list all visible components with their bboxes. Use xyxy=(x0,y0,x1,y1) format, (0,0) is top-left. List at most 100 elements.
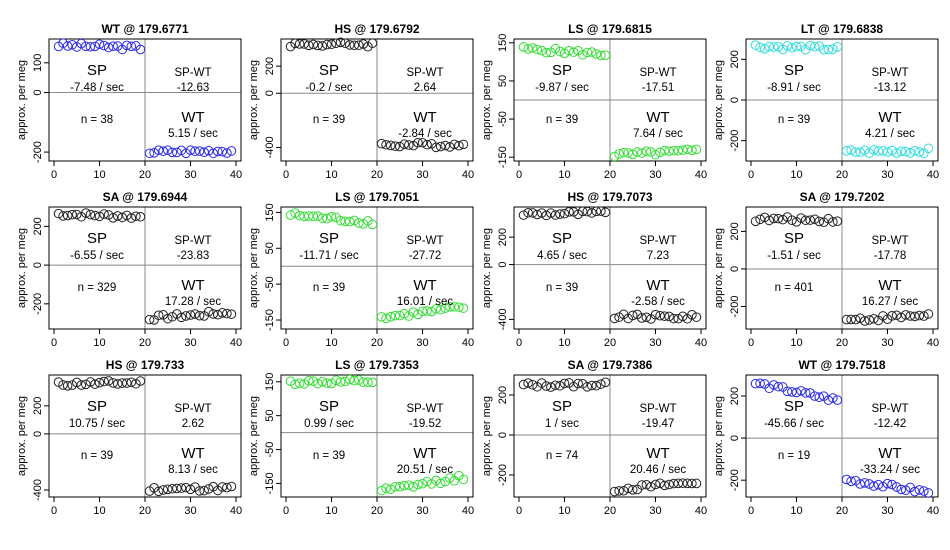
panel-title: SA @ 179.6944 xyxy=(103,190,188,204)
wt-point xyxy=(919,311,929,321)
x-tick-label: 30 xyxy=(881,505,893,517)
sp-point xyxy=(131,211,141,222)
sp-point xyxy=(550,380,561,391)
sp-point xyxy=(600,377,611,388)
wt-point xyxy=(203,306,214,317)
wt-point xyxy=(664,146,674,157)
y-axis-label: approx. per meg xyxy=(248,60,260,140)
sp-point xyxy=(340,376,350,387)
wt-point xyxy=(413,479,423,490)
sp-point xyxy=(308,39,319,50)
y-tick-label: 200 xyxy=(264,57,276,75)
n-count: n = 39 xyxy=(778,114,810,126)
wt-point xyxy=(162,313,173,324)
sp-point xyxy=(546,382,556,392)
wt-point xyxy=(882,147,893,157)
panel-title: LS @ 179.7353 xyxy=(335,358,419,372)
wt-point xyxy=(623,148,634,158)
sp-point xyxy=(135,376,146,386)
sp-point xyxy=(823,395,834,405)
sp-point xyxy=(832,42,843,52)
sp-point xyxy=(787,215,797,226)
sp-point xyxy=(541,210,552,221)
sp-point xyxy=(555,46,565,57)
sp-point xyxy=(90,379,100,389)
wt-point xyxy=(454,302,464,312)
wt-point xyxy=(162,484,173,495)
wt-point xyxy=(185,310,196,320)
x-tick-label: 0 xyxy=(516,337,522,349)
wt-label: WT xyxy=(413,277,436,294)
x-tick-label: 10 xyxy=(93,337,105,349)
wt-point xyxy=(869,481,879,491)
x-tick-label: 0 xyxy=(748,169,754,181)
y-tick-label: -50 xyxy=(497,111,509,127)
sp-point xyxy=(122,210,132,221)
diff-value: -12.42 xyxy=(874,418,907,430)
sp-point xyxy=(112,379,123,389)
wt-point xyxy=(896,146,906,157)
sp-point xyxy=(58,380,68,390)
y-axis-label: approx. per meg xyxy=(713,396,725,476)
x-tick-label: 30 xyxy=(649,337,661,349)
n-count: n = 39 xyxy=(81,450,113,462)
wt-point xyxy=(923,143,934,154)
wt-point xyxy=(426,306,437,317)
sp-point xyxy=(344,40,355,50)
wt-point xyxy=(376,485,387,496)
x-tick-label: 40 xyxy=(462,337,474,349)
wt-point xyxy=(385,484,396,495)
sp-label: SP xyxy=(784,62,804,79)
sp-point xyxy=(527,43,538,53)
sp-point xyxy=(532,44,543,55)
wt-point xyxy=(637,480,647,490)
panel-title: SA @ 179.7202 xyxy=(800,190,885,204)
wt-point xyxy=(408,307,419,317)
sp-point xyxy=(564,207,574,217)
panel-5: SA @ 179.6944 0 10 20 30 40 -200 0 200 approx. pe… xyxy=(16,190,242,349)
wt-point xyxy=(226,309,237,319)
sp-point xyxy=(354,218,364,228)
x-tick-label: 40 xyxy=(695,337,707,349)
sp-point xyxy=(299,39,310,49)
n-count: n = 74 xyxy=(546,450,579,462)
sp-point xyxy=(791,41,802,52)
sp-point xyxy=(71,377,82,388)
sp-point xyxy=(317,376,328,387)
diff-label: SP-WT xyxy=(406,235,443,247)
wt-point xyxy=(641,146,652,157)
y-axis-label: approx. per meg xyxy=(713,60,725,140)
wt-point xyxy=(914,147,925,157)
sp-point xyxy=(308,376,319,386)
sp-point xyxy=(809,41,820,52)
panel-title: WT @ 179.7518 xyxy=(798,358,885,372)
sp-point xyxy=(363,377,373,387)
sp-point xyxy=(67,39,77,50)
panel-title: HS @ 179.7073 xyxy=(567,190,652,204)
wt-label: WT xyxy=(413,445,436,462)
wt-point xyxy=(385,311,396,322)
wt-point xyxy=(910,311,920,322)
wt-point xyxy=(181,482,191,493)
sp-point xyxy=(335,215,346,226)
wt-point xyxy=(887,311,897,321)
x-tick-label: 10 xyxy=(790,505,802,517)
sp-point xyxy=(759,44,770,54)
sp-point xyxy=(800,388,811,398)
y-tick-label: 50 xyxy=(264,410,276,422)
diff-value: -19.52 xyxy=(409,418,442,430)
sp-rate: -6.55 / sec xyxy=(70,250,124,262)
sp-point xyxy=(67,380,77,390)
wt-label: WT xyxy=(878,277,901,294)
sp-point xyxy=(122,378,132,388)
wt-point xyxy=(882,478,893,489)
wt-point xyxy=(614,486,624,496)
sp-point xyxy=(335,37,346,48)
sp-point xyxy=(582,382,593,392)
wt-point xyxy=(691,312,702,322)
y-axis-label: approx. per meg xyxy=(248,228,260,308)
y-tick-label: -200 xyxy=(729,295,741,317)
wt-point xyxy=(682,144,693,155)
wt-point xyxy=(691,478,702,489)
sp-point xyxy=(317,41,328,51)
